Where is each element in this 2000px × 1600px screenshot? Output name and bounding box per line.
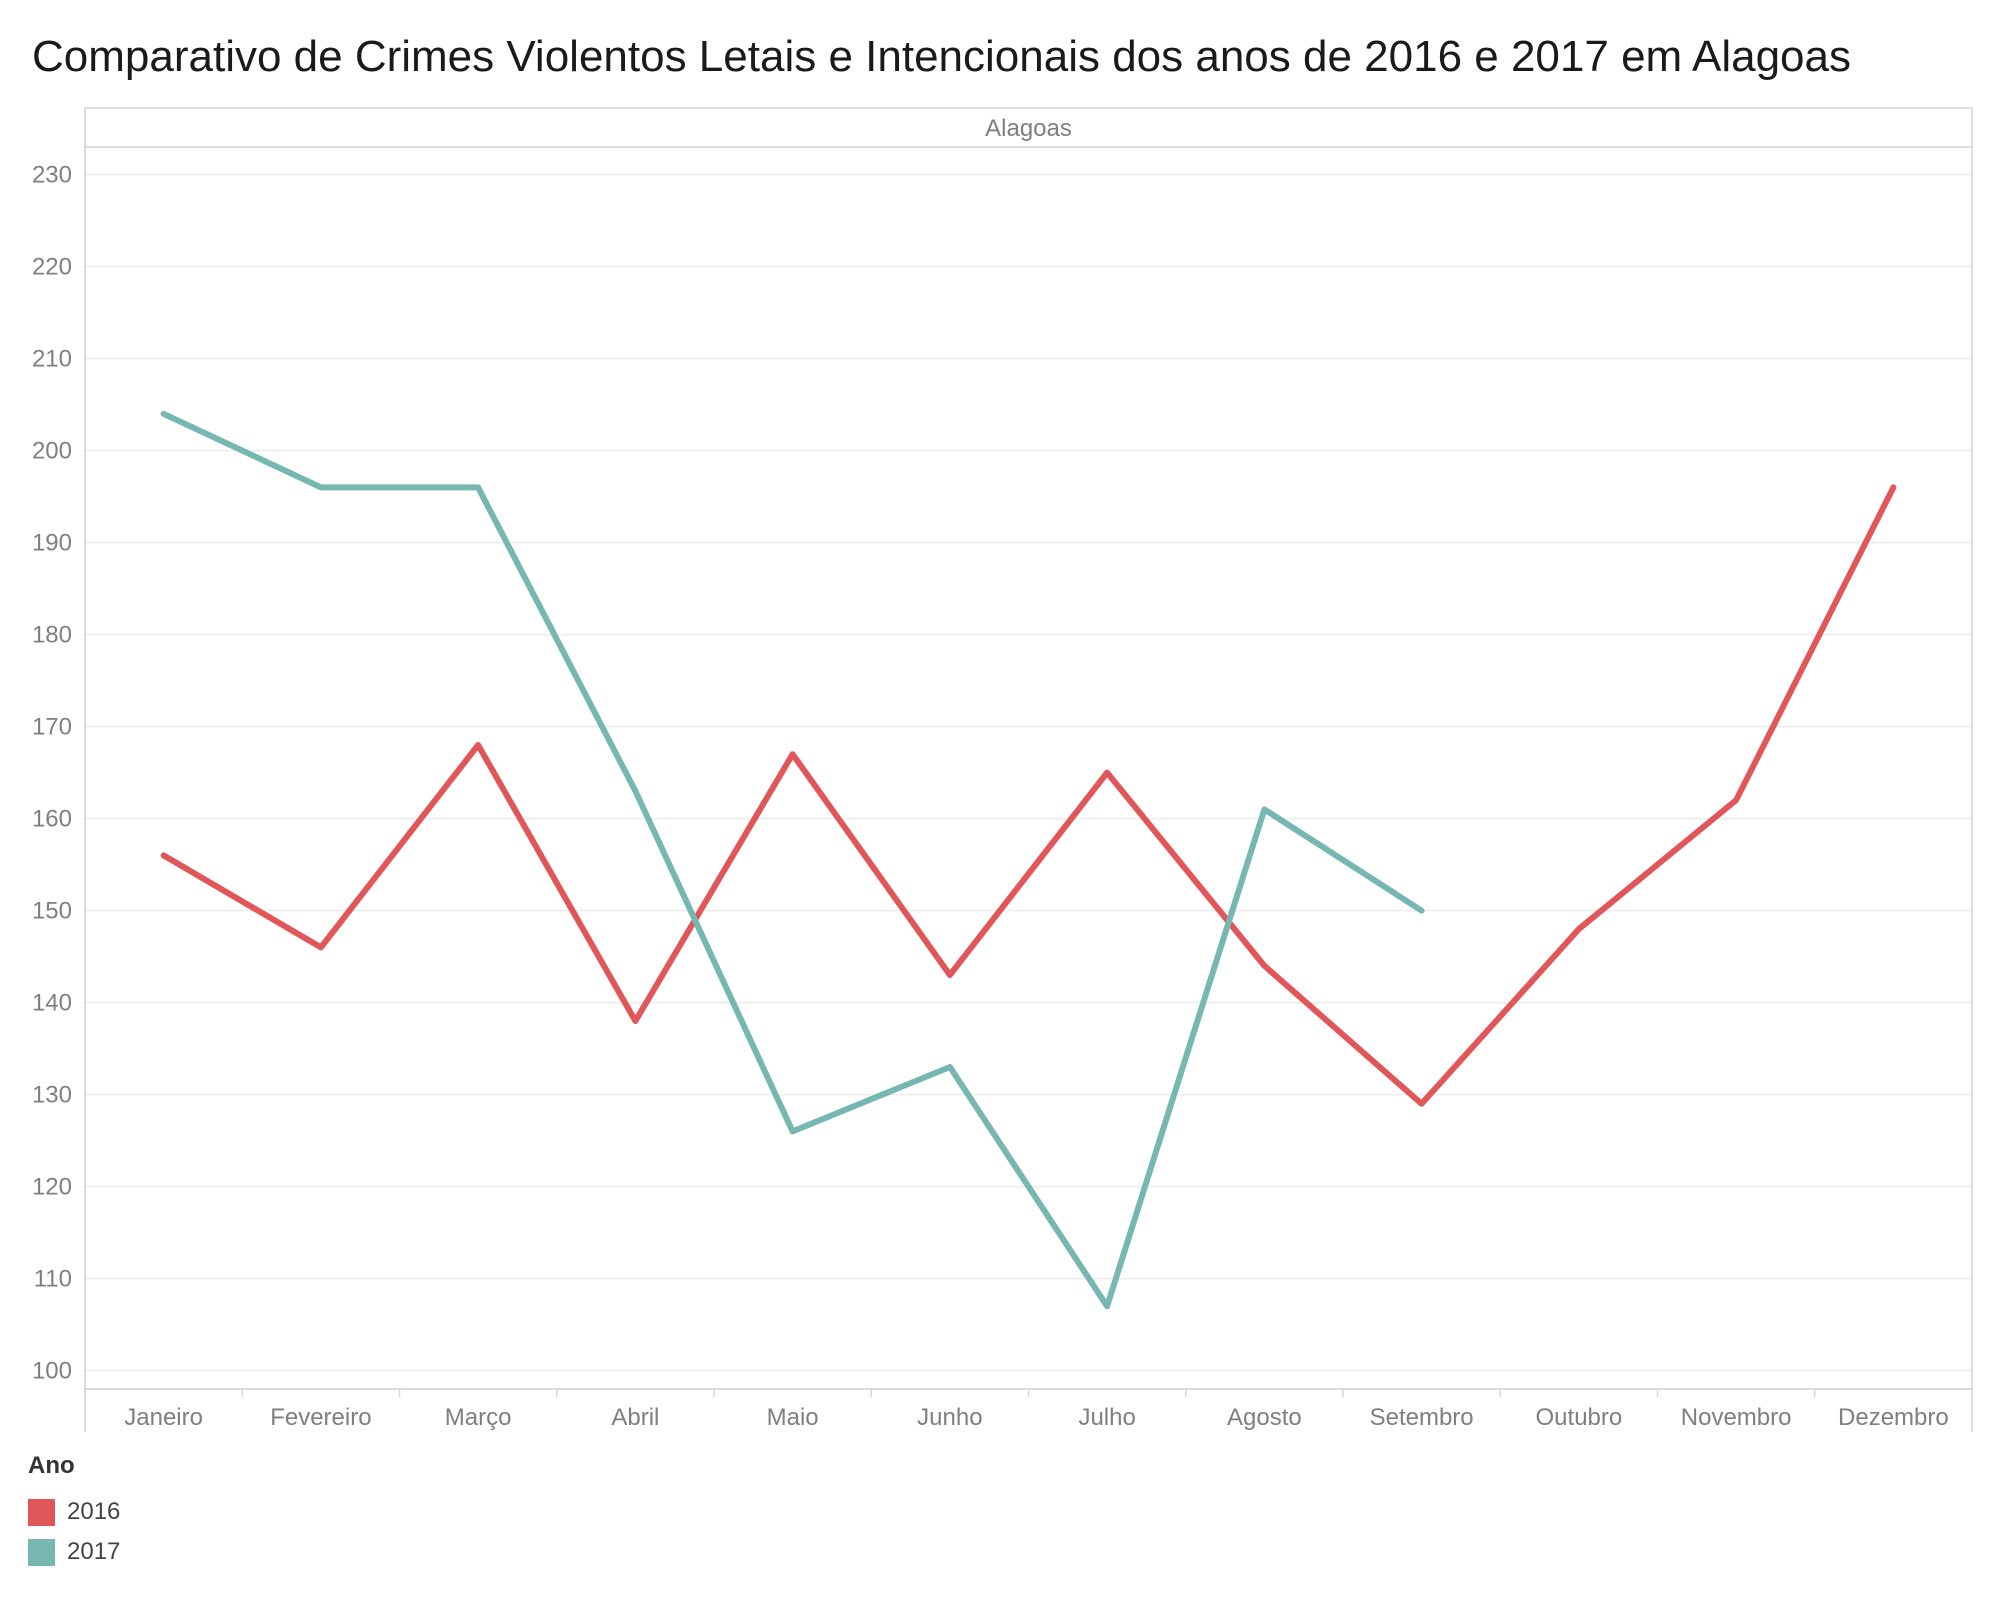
y-axis: 100 110 120 130 140 150 160 170 180 190 200 210 220 2… xyxy=(32,162,72,1385)
legend-items: 2016 2017 xyxy=(28,1492,120,1572)
x-tick-label-11: Dezembro xyxy=(1838,1404,1949,1431)
legend-title: Ano xyxy=(28,1452,75,1479)
y-tick-label-110: 110 xyxy=(34,1266,72,1293)
x-tick-label-4: Maio xyxy=(767,1404,819,1431)
series-line-2016 xyxy=(160,484,1897,1107)
x-tick-label-1: Fevereiro xyxy=(270,1404,371,1431)
y-tick-label-220: 220 xyxy=(32,254,72,281)
legend-label-2017: 2017 xyxy=(67,1538,121,1565)
x-axis: Janeiro Fevereiro Março Abril Maio Junho Julho… xyxy=(124,1389,1949,1431)
y-tick-label-140: 140 xyxy=(32,990,72,1017)
x-tick-label-7: Agosto xyxy=(1227,1404,1302,1431)
y-tick-label-230: 230 xyxy=(32,162,72,189)
y-tick-label-200: 200 xyxy=(32,438,72,465)
y-tick-label-210: 210 xyxy=(32,346,72,373)
x-tick-label-8: Setembro xyxy=(1370,1404,1474,1431)
x-tick-label-9: Outubro xyxy=(1536,1404,1623,1431)
legend-swatch-2016 xyxy=(28,1498,55,1526)
y-tick-label-120: 120 xyxy=(32,1174,72,1201)
plot-frame xyxy=(84,107,1973,1432)
legend-swatch-2017 xyxy=(28,1538,55,1566)
y-tick-label-160: 160 xyxy=(32,806,72,833)
y-tick-label-150: 150 xyxy=(32,898,72,925)
x-tick-label-0: Janeiro xyxy=(124,1404,203,1431)
x-tick-label-10: Novembro xyxy=(1681,1404,1792,1431)
y-tick-label-180: 180 xyxy=(32,622,72,649)
series-lines xyxy=(160,410,1897,1310)
y-tick-label-190: 190 xyxy=(32,530,72,557)
panel-header-label: Alagoas xyxy=(985,115,1072,142)
x-tick-label-6: Julho xyxy=(1078,1404,1135,1431)
legend: Ano 2016 2017 xyxy=(28,1452,120,1572)
series-line-2017 xyxy=(160,410,1425,1310)
y-tick-label-170: 170 xyxy=(32,714,72,741)
legend-item-2016[interactable]: 2016 xyxy=(28,1492,120,1532)
legend-label-2016: 2016 xyxy=(67,1498,121,1525)
x-tick-label-5: Junho xyxy=(917,1404,982,1431)
y-tick-label-100: 100 xyxy=(32,1358,72,1385)
chart-title: Comparativo de Crimes Violentos Letais e… xyxy=(32,32,1851,81)
x-tick-label-3: Abril xyxy=(611,1404,659,1431)
x-tick-label-2: Março xyxy=(445,1404,512,1431)
legend-item-2017[interactable]: 2017 xyxy=(28,1532,120,1572)
y-tick-label-130: 130 xyxy=(32,1082,72,1109)
